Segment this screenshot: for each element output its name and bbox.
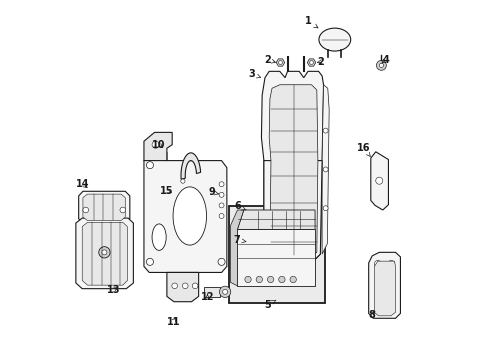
- Text: 8: 8: [368, 310, 375, 320]
- Text: 10: 10: [152, 140, 165, 150]
- Circle shape: [379, 63, 383, 67]
- Circle shape: [146, 162, 153, 169]
- Text: 4: 4: [381, 55, 388, 65]
- Polygon shape: [264, 161, 322, 259]
- Circle shape: [222, 289, 227, 294]
- Circle shape: [192, 283, 198, 289]
- Text: 3: 3: [248, 69, 260, 79]
- Polygon shape: [143, 132, 172, 161]
- Polygon shape: [143, 153, 226, 273]
- Circle shape: [219, 286, 230, 297]
- Text: 13: 13: [106, 285, 120, 295]
- Circle shape: [309, 60, 313, 64]
- Circle shape: [102, 250, 107, 255]
- Polygon shape: [230, 210, 244, 286]
- Circle shape: [99, 247, 110, 258]
- Circle shape: [323, 167, 327, 172]
- Circle shape: [387, 260, 394, 267]
- Circle shape: [219, 213, 224, 219]
- Bar: [203, 287, 219, 297]
- Circle shape: [323, 128, 327, 133]
- Polygon shape: [166, 273, 198, 302]
- Ellipse shape: [318, 28, 350, 51]
- Circle shape: [218, 258, 224, 265]
- Circle shape: [219, 203, 224, 208]
- Polygon shape: [374, 261, 395, 316]
- Circle shape: [256, 276, 262, 283]
- Polygon shape: [261, 71, 323, 259]
- Polygon shape: [368, 252, 400, 318]
- Polygon shape: [83, 194, 125, 221]
- Text: 2: 2: [264, 55, 275, 65]
- Text: 7: 7: [233, 235, 245, 245]
- Text: 9: 9: [208, 187, 218, 197]
- Text: 11: 11: [166, 317, 180, 327]
- Circle shape: [374, 260, 381, 267]
- Polygon shape: [76, 218, 133, 289]
- Polygon shape: [269, 85, 317, 256]
- Polygon shape: [237, 210, 314, 229]
- Circle shape: [146, 258, 153, 265]
- Circle shape: [182, 283, 188, 289]
- Polygon shape: [276, 59, 284, 66]
- Text: 1: 1: [304, 16, 317, 28]
- Circle shape: [289, 276, 296, 283]
- Circle shape: [120, 207, 125, 213]
- Text: 16: 16: [356, 143, 370, 157]
- Bar: [228, 206, 324, 303]
- Circle shape: [152, 141, 159, 148]
- Circle shape: [278, 276, 285, 283]
- Polygon shape: [79, 191, 130, 223]
- Circle shape: [323, 206, 327, 211]
- Circle shape: [267, 276, 273, 283]
- Polygon shape: [237, 229, 314, 286]
- Circle shape: [83, 207, 88, 213]
- Text: 5: 5: [264, 300, 275, 310]
- Circle shape: [376, 60, 386, 70]
- Text: 15: 15: [160, 186, 173, 196]
- Text: 12: 12: [200, 292, 214, 302]
- Polygon shape: [306, 59, 315, 66]
- Circle shape: [244, 276, 251, 283]
- Ellipse shape: [173, 187, 206, 245]
- Text: 2: 2: [316, 57, 323, 67]
- Polygon shape: [181, 153, 200, 179]
- Text: 14: 14: [76, 179, 89, 189]
- Circle shape: [219, 192, 224, 197]
- Polygon shape: [82, 222, 127, 285]
- Ellipse shape: [152, 224, 166, 251]
- Circle shape: [181, 179, 184, 183]
- Polygon shape: [370, 152, 387, 210]
- Circle shape: [375, 177, 382, 184]
- Circle shape: [171, 283, 177, 289]
- Polygon shape: [322, 85, 328, 254]
- Text: 6: 6: [234, 202, 245, 211]
- Circle shape: [219, 182, 224, 187]
- Circle shape: [278, 60, 282, 64]
